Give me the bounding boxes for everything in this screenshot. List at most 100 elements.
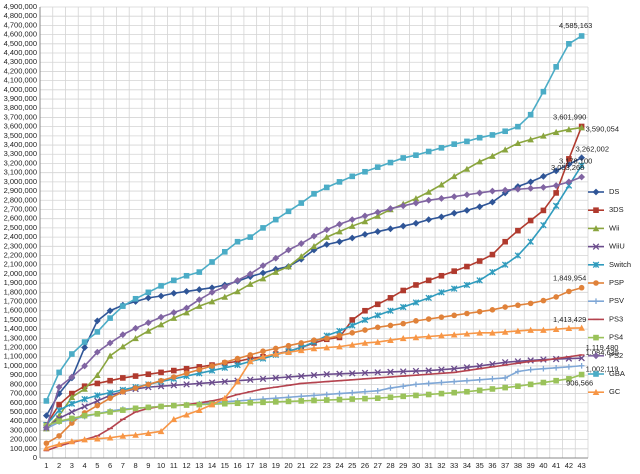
y-tick-label: 2,400,000 [4, 232, 37, 241]
x-tick-label: 32 [437, 461, 445, 470]
legend-label: Switch [609, 260, 631, 269]
x-tick-label: 41 [552, 461, 560, 470]
y-tick-label: 900,000 [10, 370, 37, 379]
marker [297, 347, 305, 354]
marker [387, 322, 394, 329]
marker [119, 343, 127, 350]
marker [323, 370, 331, 378]
x-tick-label: 20 [284, 461, 292, 470]
marker [438, 379, 445, 386]
legend-label: PS3 [609, 314, 623, 323]
marker [374, 338, 382, 345]
marker [501, 186, 509, 194]
y-tick-label: 1,200,000 [4, 343, 37, 352]
marker [93, 348, 101, 356]
marker [502, 304, 508, 310]
y-tick-label: 1,100,000 [4, 352, 37, 361]
marker [297, 372, 305, 380]
marker [336, 343, 343, 350]
marker [285, 373, 292, 381]
x-tick-label: 3 [70, 461, 74, 470]
marker [489, 268, 496, 276]
x-tick-label: 8 [133, 461, 137, 470]
marker [578, 324, 585, 331]
marker [552, 128, 560, 135]
marker [260, 399, 266, 406]
marker [476, 258, 483, 264]
marker [170, 382, 178, 389]
marker [132, 373, 139, 379]
marker [246, 280, 254, 287]
marker [592, 225, 600, 232]
y-tick-label: 1,800,000 [4, 287, 37, 296]
marker [81, 412, 88, 419]
marker [94, 380, 101, 387]
data-label: 3,262,002 [576, 145, 609, 154]
marker [362, 307, 368, 314]
marker [514, 185, 522, 193]
marker [234, 355, 241, 362]
marker [400, 383, 407, 390]
marker [464, 388, 470, 395]
marker [208, 401, 216, 408]
marker [272, 350, 280, 357]
marker [94, 402, 101, 409]
marker [527, 326, 534, 333]
marker [515, 227, 521, 234]
marker [298, 340, 305, 346]
marker [552, 202, 560, 210]
marker [527, 136, 534, 143]
marker [425, 391, 432, 398]
marker [592, 243, 600, 250]
marker [438, 289, 445, 296]
x-tick-label: 23 [323, 461, 331, 470]
marker [476, 189, 484, 197]
marker [578, 284, 585, 291]
marker [540, 326, 547, 333]
marker [42, 424, 50, 432]
marker [170, 289, 178, 297]
marker [374, 208, 382, 216]
marker [120, 407, 126, 413]
marker [158, 283, 164, 289]
marker [336, 396, 343, 403]
marker [593, 207, 599, 213]
marker [336, 179, 343, 185]
marker [349, 317, 356, 323]
x-tick-label: 33 [450, 461, 458, 470]
marker [451, 141, 457, 147]
marker [81, 385, 88, 392]
series [42, 173, 586, 432]
marker [361, 230, 369, 238]
marker [94, 371, 101, 378]
marker [196, 401, 203, 408]
x-tick-label: 28 [386, 461, 394, 470]
marker [578, 371, 585, 378]
marker [285, 398, 292, 405]
marker [349, 173, 356, 180]
marker [120, 375, 126, 381]
marker [183, 272, 190, 279]
y-tick-label: 2,900,000 [4, 186, 37, 195]
marker [323, 184, 330, 191]
marker [221, 283, 229, 291]
series [43, 324, 585, 451]
marker [413, 282, 419, 288]
y-tick-label: 2,300,000 [4, 241, 37, 250]
marker [361, 369, 369, 377]
marker [502, 384, 508, 391]
marker [413, 392, 419, 399]
marker [514, 139, 522, 147]
marker [592, 188, 600, 196]
marker [425, 277, 432, 284]
marker [399, 202, 407, 210]
marker [425, 188, 432, 195]
marker [374, 369, 381, 376]
marker [107, 395, 113, 401]
marker [438, 332, 445, 339]
x-tick-label: 42 [565, 461, 573, 470]
y-tick-label: 1,700,000 [4, 297, 37, 306]
marker [501, 146, 509, 153]
legend-label: PS4 [609, 333, 623, 342]
